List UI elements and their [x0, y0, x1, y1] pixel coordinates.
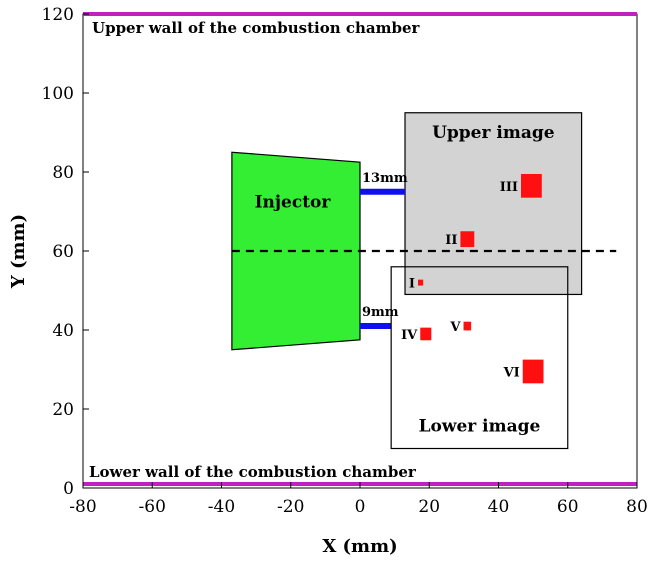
marker-label-4: IV — [401, 328, 418, 343]
y-tick-label: 60 — [52, 242, 74, 262]
y-tick-label: 100 — [42, 84, 74, 104]
dimension-13mm-label: 13mm — [362, 171, 408, 186]
marker-label-1: I — [409, 277, 415, 292]
y-tick-label: 80 — [52, 163, 74, 183]
injector-label: Injector — [255, 193, 332, 213]
marker-4 — [420, 327, 432, 341]
marker-label-3: III — [500, 180, 518, 195]
x-tick-label: 0 — [355, 497, 366, 517]
upper-image-label: Upper image — [432, 123, 555, 143]
injector-shape — [231, 151, 361, 351]
y-tick-label: 0 — [63, 479, 74, 499]
marker-label-6: VI — [503, 365, 520, 380]
marker-5 — [463, 321, 472, 331]
dimension-9mm-label: 9mm — [362, 305, 399, 320]
lower-wall-label: Lower wall of the combustion chamber — [89, 463, 417, 481]
x-tick-label: -80 — [69, 497, 96, 517]
y-tick-label: 40 — [52, 321, 74, 341]
x-tick-label: 20 — [418, 497, 440, 517]
x-axis-title: X (mm) — [322, 536, 397, 557]
marker-3 — [521, 173, 542, 198]
y-axis-title: Y (mm) — [8, 214, 29, 289]
marker-1 — [417, 279, 424, 286]
upper-image-region — [404, 112, 583, 296]
x-axis: -80 -60 -40 -20 0 20 40 60 80 — [69, 482, 648, 517]
x-tick-label: 40 — [488, 497, 510, 517]
x-tick-label: -20 — [277, 497, 304, 517]
lower-image-region — [390, 266, 569, 450]
marker-2 — [460, 231, 475, 248]
marker-label-5: V — [449, 320, 461, 335]
marker-6 — [522, 359, 544, 384]
y-tick-label: 120 — [42, 5, 74, 25]
upper-wall-label: Upper wall of the combustion chamber — [92, 19, 421, 37]
y-axis: 0 20 40 60 80 100 120 — [42, 5, 89, 499]
x-tick-label: -40 — [208, 497, 235, 517]
x-tick-label: 60 — [557, 497, 579, 517]
y-tick-label: 20 — [52, 400, 74, 420]
x-tick-label: -60 — [139, 497, 166, 517]
lower-image-label: Lower image — [419, 417, 541, 437]
marker-label-2: II — [445, 233, 457, 248]
x-tick-label: 80 — [626, 497, 648, 517]
